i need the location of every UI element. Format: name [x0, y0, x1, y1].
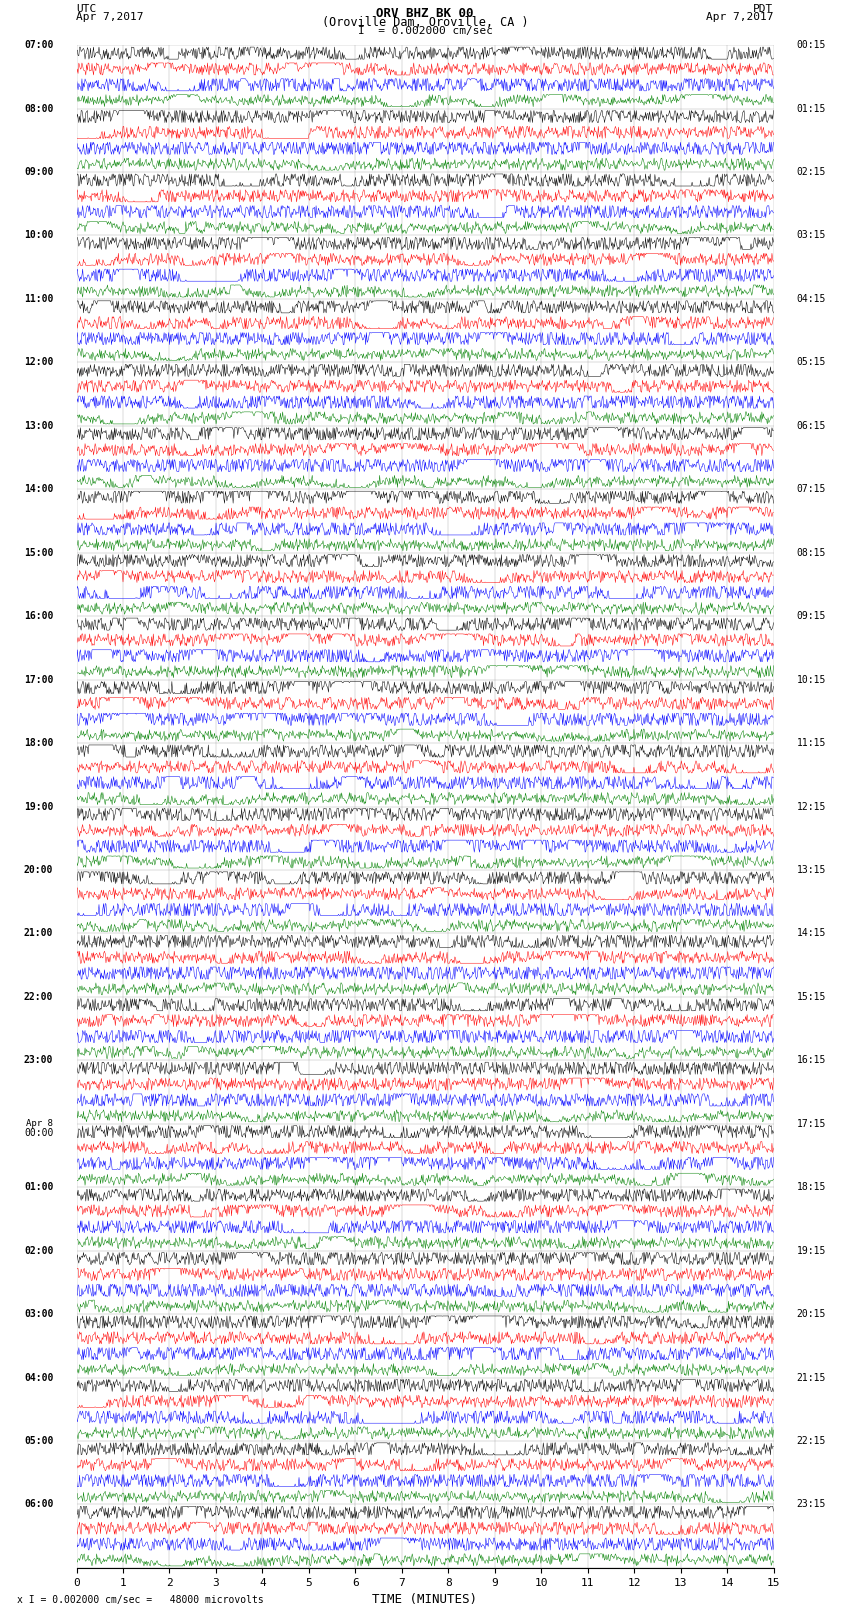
Text: 05:00: 05:00: [24, 1436, 54, 1445]
Text: Apr 8: Apr 8: [26, 1119, 54, 1127]
Text: 16:00: 16:00: [24, 611, 54, 621]
Text: 18:15: 18:15: [796, 1182, 826, 1192]
Text: 19:15: 19:15: [796, 1245, 826, 1255]
Text: 08:15: 08:15: [796, 548, 826, 558]
Text: 06:15: 06:15: [796, 421, 826, 431]
Text: 19:00: 19:00: [24, 802, 54, 811]
Text: 03:15: 03:15: [796, 231, 826, 240]
Text: 22:00: 22:00: [24, 992, 54, 1002]
Text: 09:00: 09:00: [24, 168, 54, 177]
Text: 03:00: 03:00: [24, 1310, 54, 1319]
Text: 18:00: 18:00: [24, 739, 54, 748]
Text: 22:15: 22:15: [796, 1436, 826, 1445]
Text: 20:15: 20:15: [796, 1310, 826, 1319]
Text: 16:15: 16:15: [796, 1055, 826, 1065]
Text: 14:00: 14:00: [24, 484, 54, 494]
Text: 08:00: 08:00: [24, 103, 54, 113]
Text: 21:00: 21:00: [24, 929, 54, 939]
Text: 17:00: 17:00: [24, 674, 54, 684]
Text: I  = 0.002000 cm/sec: I = 0.002000 cm/sec: [358, 26, 492, 35]
Text: 11:15: 11:15: [796, 739, 826, 748]
Text: 02:15: 02:15: [796, 168, 826, 177]
Text: 04:15: 04:15: [796, 294, 826, 303]
Text: 14:15: 14:15: [796, 929, 826, 939]
Text: 17:15: 17:15: [796, 1119, 826, 1129]
Text: 11:00: 11:00: [24, 294, 54, 303]
Text: ORV BHZ BK 00: ORV BHZ BK 00: [377, 6, 473, 21]
Text: 01:15: 01:15: [796, 103, 826, 113]
Text: 02:00: 02:00: [24, 1245, 54, 1255]
Text: 05:15: 05:15: [796, 358, 826, 368]
Text: 23:15: 23:15: [796, 1500, 826, 1510]
Text: 01:00: 01:00: [24, 1182, 54, 1192]
Text: 15:15: 15:15: [796, 992, 826, 1002]
Text: 09:15: 09:15: [796, 611, 826, 621]
Text: 04:00: 04:00: [24, 1373, 54, 1382]
Text: 15:00: 15:00: [24, 548, 54, 558]
Text: 06:00: 06:00: [24, 1500, 54, 1510]
Text: 13:15: 13:15: [796, 865, 826, 874]
Text: 23:00: 23:00: [24, 1055, 54, 1065]
Text: 12:15: 12:15: [796, 802, 826, 811]
Text: 20:00: 20:00: [24, 865, 54, 874]
Text: 13:00: 13:00: [24, 421, 54, 431]
Text: UTC: UTC: [76, 5, 97, 15]
Text: 21:15: 21:15: [796, 1373, 826, 1382]
Text: 00:00: 00:00: [24, 1129, 54, 1139]
Text: Apr 7,2017: Apr 7,2017: [706, 11, 774, 23]
Text: 10:15: 10:15: [796, 674, 826, 684]
Text: Apr 7,2017: Apr 7,2017: [76, 11, 144, 23]
Text: 07:15: 07:15: [796, 484, 826, 494]
Text: 07:00: 07:00: [24, 40, 54, 50]
Text: 12:00: 12:00: [24, 358, 54, 368]
Text: PDT: PDT: [753, 5, 774, 15]
Text: (Oroville Dam, Oroville, CA ): (Oroville Dam, Oroville, CA ): [321, 16, 529, 29]
X-axis label: TIME (MINUTES): TIME (MINUTES): [372, 1594, 478, 1607]
Text: 10:00: 10:00: [24, 231, 54, 240]
Text: x I = 0.002000 cm/sec =   48000 microvolts: x I = 0.002000 cm/sec = 48000 microvolts: [17, 1595, 264, 1605]
Text: 00:15: 00:15: [796, 40, 826, 50]
